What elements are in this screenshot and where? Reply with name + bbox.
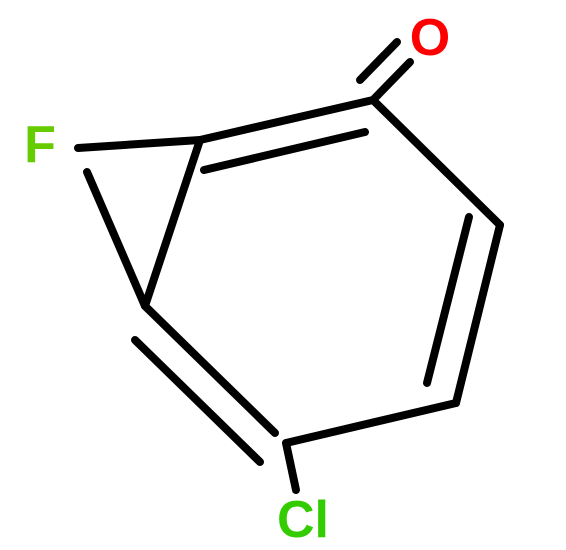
bond-line [286,443,296,490]
bond-line [78,140,200,148]
bond-line [286,403,456,443]
atom-label-cl: Cl [277,490,329,550]
bond-line [87,172,145,306]
bond-line [145,140,200,306]
molecule-canvas [0,0,566,548]
bonds-group [78,42,500,490]
atom-label-f: F [24,115,56,175]
atom-label-o: O [410,8,450,68]
bond-line [427,217,469,383]
bond-line [360,42,397,80]
bond-line [373,62,410,100]
bond-line [204,132,365,170]
bond-line [373,100,500,225]
